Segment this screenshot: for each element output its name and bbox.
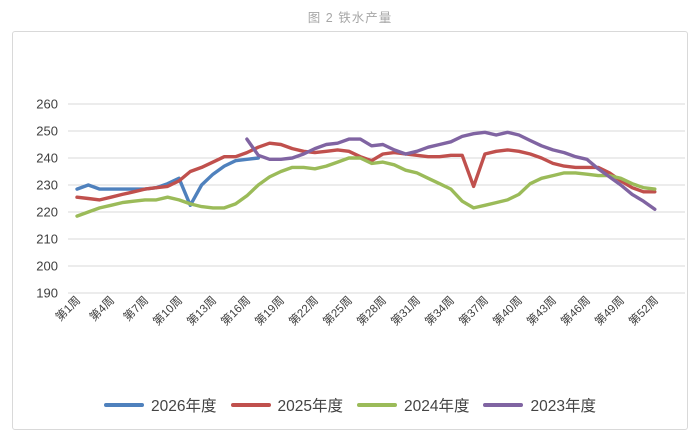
x-axis-tick-label: 第19周	[252, 293, 287, 328]
x-axis-tick-label: 第49周	[592, 293, 627, 328]
x-axis-tick-label: 第43周	[524, 293, 559, 328]
x-axis-tick-label: 第52周	[626, 293, 661, 328]
legend-item-2026: 2026年度	[104, 394, 217, 416]
series-line-2025年度	[75, 141, 657, 202]
chart-title: 图 2 铁水产量	[307, 11, 393, 25]
chart-card: 190 200 210 220 230 240 250 260 第1周 第4周 第7周 第10周 第13…	[12, 31, 688, 430]
x-axis-tick-label: 第25周	[320, 293, 355, 328]
y-axis-tick-label: 220	[36, 205, 58, 220]
y-axis-tick-label: 240	[36, 151, 58, 166]
y-axis-tick-label: 260	[36, 97, 58, 112]
y-axis-tick-label: 230	[36, 178, 58, 193]
y-axis-tick-label: 200	[36, 259, 58, 274]
y-axis-tick-label: 210	[36, 232, 58, 247]
x-axis-tick-label: 第34周	[422, 293, 457, 328]
legend-line-swatch-2025	[230, 402, 271, 408]
series-line-2024年度	[75, 156, 657, 218]
x-axis-tick-label: 第4周	[86, 293, 117, 324]
legend-label-2023: 2023年度	[530, 398, 596, 415]
x-axis-tick-label: 第28周	[354, 293, 389, 328]
x-axis-tick-label: 第13周	[184, 293, 219, 328]
series-line-2023年度	[245, 130, 657, 212]
legend-item-2024: 2024年度	[357, 394, 469, 416]
legend-label-2025: 2025年度	[277, 398, 343, 415]
legend-label-2024: 2024年度	[404, 398, 470, 415]
x-axis-tick-label: 第31周	[388, 293, 423, 328]
x-axis-tick-label: 第16周	[218, 293, 253, 328]
x-axis-tick-label: 第46周	[558, 293, 593, 328]
chart-legend: 2026年度 2025年度 2024年度 2023年度	[13, 394, 687, 416]
x-axis-tick-label: 第40周	[490, 293, 525, 328]
x-axis-tick-label: 第22周	[286, 293, 321, 328]
y-axis-tick-label: 250	[36, 124, 58, 139]
legend-item-2025: 2025年度	[230, 394, 343, 416]
legend-line-swatch-2026	[104, 402, 145, 408]
y-axis-tick-label: 190	[36, 286, 58, 301]
x-axis-tick-label: 第37周	[456, 293, 491, 328]
legend-item-2023: 2023年度	[483, 394, 596, 416]
legend-line-swatch-2024	[357, 402, 397, 408]
legend-line-swatch-2023	[483, 402, 524, 408]
series-line-2026年度	[75, 156, 261, 208]
x-axis-tick-label: 第10周	[150, 293, 185, 328]
x-axis-tick-label: 第7周	[120, 293, 151, 324]
legend-label-2026: 2026年度	[151, 398, 217, 415]
